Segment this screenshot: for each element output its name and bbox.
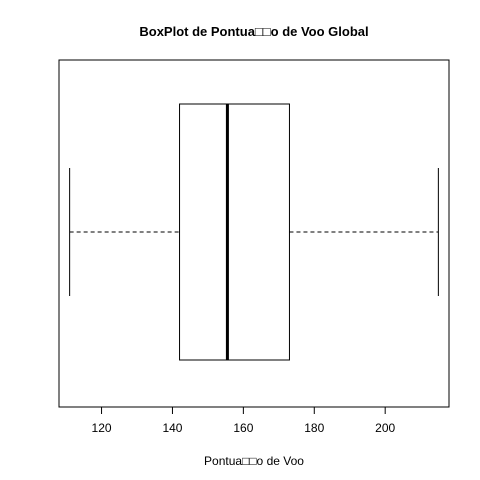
x-tick-label: 140 — [162, 421, 182, 435]
x-tick-label: 160 — [233, 421, 253, 435]
chart-title: BoxPlot de Pontua□□o de Voo Global — [139, 24, 368, 39]
iqr-box — [179, 103, 290, 361]
x-tick-label: 180 — [304, 421, 324, 435]
x-tick-label: 120 — [92, 421, 112, 435]
x-tick-label: 200 — [375, 421, 395, 435]
boxplot-layer — [69, 103, 439, 361]
x-axis-label: Pontua□□o de Voo — [204, 454, 304, 468]
x-axis: 120 140 160 180 200 — [92, 406, 396, 435]
